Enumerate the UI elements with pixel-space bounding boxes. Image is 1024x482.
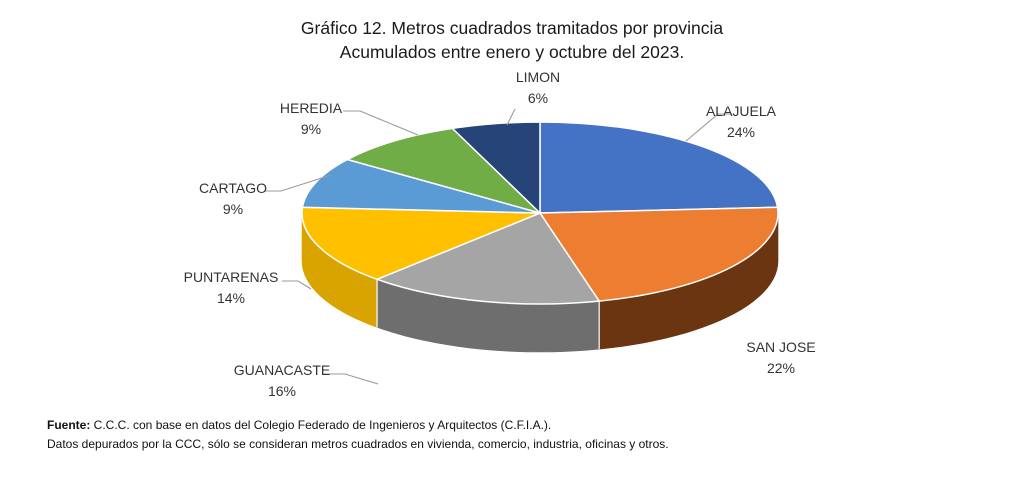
- slice-heredia: [346, 127, 541, 214]
- slice-labels: ALAJUELA 24% SAN JOSE 22% GUANACASTE 16% PUNTA…: [184, 69, 816, 399]
- leader-lines: [264, 108, 732, 385]
- leader-guanacaste: [323, 373, 379, 385]
- slice-percent-heredia: 9%: [301, 121, 321, 137]
- slice-label-limon: LIMON: [516, 69, 560, 85]
- leader-cartago: [264, 174, 332, 192]
- slice-percent-limon: 6%: [528, 90, 548, 106]
- slice-percent-guanacaste: 16%: [268, 383, 296, 399]
- leader-heredia: [343, 110, 419, 136]
- slice-percent-puntarenas: 14%: [217, 290, 245, 306]
- slice-limon: [451, 121, 541, 214]
- slice-san-jose: [539, 206, 779, 302]
- source-text: C.C.C. con base en datos del Colegio Fed…: [90, 418, 552, 432]
- slice-label-puntarenas: PUNTARENAS: [184, 269, 279, 285]
- slice-alajuela: [539, 121, 779, 214]
- chart-subtitle-line: Acumulados entre enero y octubre del 202…: [339, 42, 685, 62]
- source-label: Fuente:: [47, 418, 91, 432]
- chart-title-line: Gráfico 12. Metros cuadrados tramitados …: [300, 18, 724, 38]
- slice-guanacaste: [376, 212, 600, 305]
- source-line: Fuente: C.C.C. con base en datos del Col…: [47, 416, 669, 435]
- slice-label-alajuela: ALAJUELA: [706, 103, 777, 119]
- chart-title: Gráfico 12. Metros cuadrados tramitados …: [0, 16, 1024, 64]
- slice-percent-san-jose: 22%: [767, 360, 795, 376]
- slice-percent-cartago: 9%: [223, 201, 243, 217]
- slice-label-san-jose: SAN JOSE: [746, 339, 815, 355]
- slice-percent-alajuela: 24%: [727, 124, 755, 140]
- pie-sides: [301, 212, 779, 353]
- slice-cartago: [301, 158, 541, 214]
- leader-puntarenas: [282, 280, 312, 290]
- slice-label-cartago: CARTAGO: [199, 180, 267, 196]
- slice-label-guanacaste: GUANACASTE: [234, 362, 330, 378]
- pie-tops: [301, 121, 779, 305]
- leader-limon: [506, 108, 516, 126]
- source-note: Fuente: C.C.C. con base en datos del Col…: [47, 416, 669, 454]
- slice-puntarenas: [301, 206, 541, 281]
- source-note-line: Datos depurados por la CCC, sólo se cons…: [47, 437, 669, 451]
- leader-alajuela: [685, 113, 732, 142]
- slice-label-heredia: HEREDIA: [280, 100, 343, 116]
